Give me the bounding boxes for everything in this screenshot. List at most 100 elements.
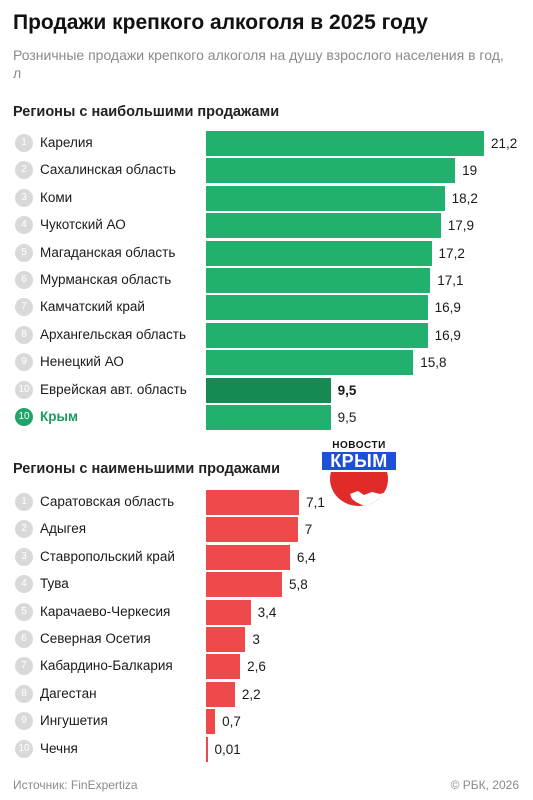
value-label: 15,8 bbox=[420, 355, 447, 371]
category-label: Чечня bbox=[40, 740, 78, 756]
rank-badge: 6 bbox=[15, 630, 33, 648]
bar bbox=[206, 681, 235, 707]
chart-title: Продажи крепкого алкоголя в 2025 году bbox=[13, 11, 428, 34]
bar bbox=[206, 131, 484, 156]
chart-subtitle: Розничные продажи крепкого алкоголя на д… bbox=[13, 47, 504, 81]
category-label: Карачаево-Черкесия bbox=[40, 603, 171, 619]
chart-row: 1 Саратовская область 7,1 bbox=[0, 488, 533, 515]
chart-row: 6 Мурманская область 17,1 bbox=[0, 266, 533, 293]
chart-row: 7 Камчатский край 16,9 bbox=[0, 293, 533, 321]
category-label: Чукотский АО bbox=[40, 217, 126, 233]
rank-badge: 7 bbox=[15, 657, 33, 676]
value-label: 17,1 bbox=[437, 273, 464, 288]
bar bbox=[206, 213, 441, 239]
logo-top-text: НОВОСТИ bbox=[332, 440, 386, 451]
bar bbox=[206, 599, 251, 625]
rank-badge: 1 bbox=[15, 493, 33, 511]
bar bbox=[206, 295, 428, 321]
rank-badge: 10 bbox=[15, 408, 33, 426]
chart-row: 1 Карелия 21,2 bbox=[0, 129, 533, 156]
category-label: Дагестан bbox=[40, 685, 97, 701]
chart-row: 2 Адыгея 7 bbox=[0, 515, 533, 543]
chart-row: 3 Ставропольский край 6,4 bbox=[0, 543, 533, 570]
category-label: Еврейская авт. область bbox=[40, 381, 187, 397]
chart-row: 10 Крым 9,5 bbox=[0, 403, 533, 430]
chart-row: 5 Карачаево-Черкесия 3,4 bbox=[0, 598, 533, 625]
rank-badge: 5 bbox=[15, 243, 33, 262]
bar bbox=[206, 544, 290, 570]
chart-row: 6 Северная Осетия 3 bbox=[0, 625, 533, 652]
value-label: 21,2 bbox=[491, 136, 518, 151]
bar bbox=[206, 185, 445, 211]
chart-row: 8 Архангельская область 16,9 bbox=[0, 321, 533, 348]
bar bbox=[206, 490, 300, 515]
bar bbox=[206, 268, 431, 293]
value-label: 3 bbox=[252, 632, 260, 647]
bar bbox=[206, 405, 331, 430]
value-label: 18,2 bbox=[451, 190, 478, 206]
chart-row: 7 Кабардино-Балкария 2,6 bbox=[0, 652, 533, 680]
category-label: Крым bbox=[40, 409, 79, 424]
source-note: Источник: FinExpertiza bbox=[13, 778, 138, 792]
rank-badge: 6 bbox=[15, 271, 33, 289]
category-label: Камчатский край bbox=[40, 299, 145, 315]
bar bbox=[206, 517, 298, 543]
novosti-krym-logo: НОВОСТИ КРЫМ bbox=[320, 440, 398, 506]
category-label: Кабардино-Балкария bbox=[40, 658, 173, 674]
value-label: 17,2 bbox=[438, 245, 465, 261]
top-section-title: Регионы с наибольшими продажами bbox=[13, 104, 280, 120]
crimea-map-icon bbox=[350, 491, 388, 506]
value-label: 9,5 bbox=[337, 382, 357, 398]
category-label: Саратовская область bbox=[40, 494, 175, 509]
bar bbox=[206, 240, 432, 266]
rank-badge: 7 bbox=[15, 298, 33, 317]
chart-row: 8 Дагестан 2,2 bbox=[0, 680, 533, 707]
chart-row: 9 Ненецкий АО 15,8 bbox=[0, 348, 533, 376]
chart-row: 10 Чечня 0,01 bbox=[0, 735, 533, 762]
rank-badge: 3 bbox=[15, 547, 33, 566]
bar bbox=[206, 158, 456, 184]
rank-badge: 2 bbox=[15, 520, 33, 539]
rank-badge: 2 bbox=[15, 161, 33, 180]
chart-row: 5 Магаданская область 17,2 bbox=[0, 239, 533, 266]
chart-row: 2 Сахалинская область 19 bbox=[0, 156, 533, 184]
value-label: 19 bbox=[462, 163, 478, 179]
value-label: 16,9 bbox=[434, 300, 461, 316]
category-label: Мурманская область bbox=[40, 272, 172, 287]
bar bbox=[206, 572, 283, 598]
bottom-section-title: Регионы с наименьшими продажами bbox=[13, 461, 281, 477]
rank-badge: 8 bbox=[15, 684, 33, 703]
rank-badge: 9 bbox=[15, 353, 33, 372]
rank-badge: 8 bbox=[15, 325, 33, 344]
logo-band bbox=[320, 450, 398, 472]
bar bbox=[206, 654, 241, 680]
value-label: 0,7 bbox=[222, 714, 241, 730]
bar bbox=[206, 322, 428, 348]
rank-badge: 5 bbox=[15, 602, 33, 621]
bar bbox=[206, 736, 208, 762]
chart-row: 3 Коми 18,2 bbox=[0, 184, 533, 211]
category-label: Сахалинская область bbox=[40, 162, 176, 178]
logo-word: КРЫМ bbox=[330, 451, 388, 471]
bar bbox=[206, 627, 246, 652]
value-label: 3,4 bbox=[257, 604, 277, 620]
value-label: 16,9 bbox=[434, 327, 461, 343]
rank-badge: 4 bbox=[15, 216, 33, 235]
rank-badge: 1 bbox=[15, 134, 33, 152]
value-label: 7,1 bbox=[306, 495, 325, 510]
category-label: Ненецкий АО bbox=[40, 354, 124, 370]
rank-badge: 3 bbox=[15, 188, 33, 207]
category-label: Магаданская область bbox=[40, 244, 176, 260]
value-label: 0,01 bbox=[214, 741, 241, 757]
rank-badge: 10 bbox=[15, 739, 33, 758]
value-label: 5,8 bbox=[289, 577, 308, 593]
chart-row: 9 Ингушетия 0,7 bbox=[0, 707, 533, 735]
category-label: Ставропольский край bbox=[40, 548, 175, 564]
copyright-note: © РБК, 2026 bbox=[450, 778, 519, 792]
rank-badge: 9 bbox=[15, 712, 33, 731]
value-label: 17,9 bbox=[447, 218, 474, 234]
bar bbox=[206, 350, 414, 376]
chart-row: 4 Тува 5,8 bbox=[0, 570, 533, 598]
value-label: 7 bbox=[304, 522, 313, 538]
value-label: 2,6 bbox=[247, 659, 266, 675]
